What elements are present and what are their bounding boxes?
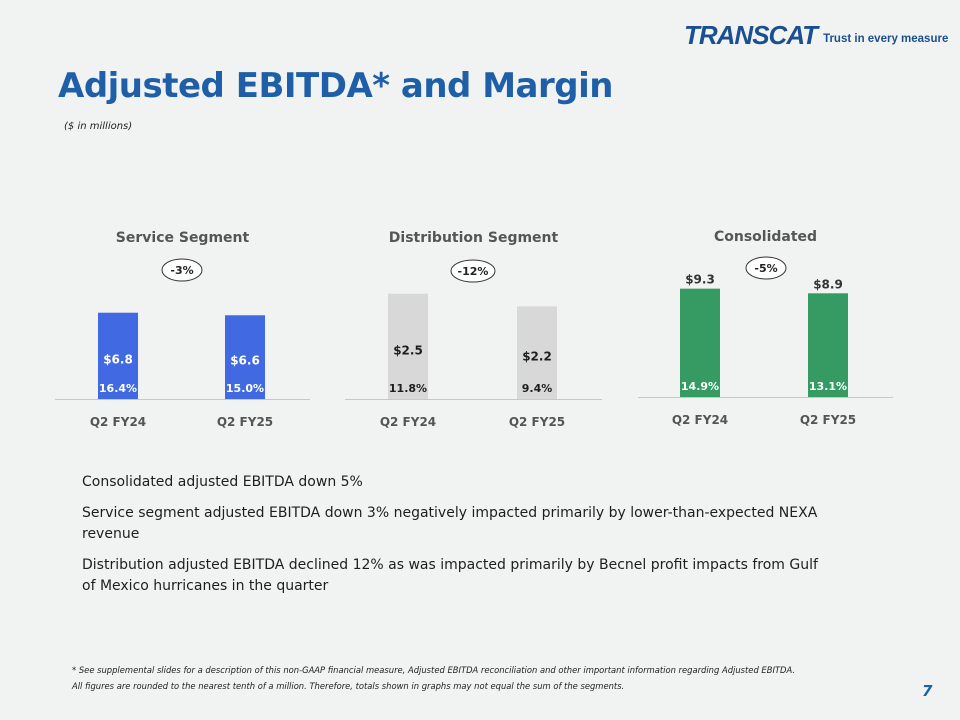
category-label: Q2 FY24 <box>90 415 146 429</box>
category-label: Q2 FY25 <box>509 415 565 429</box>
change-badge <box>745 256 787 280</box>
change-label: -3% <box>170 264 193 277</box>
bar <box>517 306 557 399</box>
change-badge <box>450 259 496 283</box>
bar-value-label: $6.6 <box>230 353 260 367</box>
bar <box>225 315 265 399</box>
bar-value-label: $9.3 <box>685 273 715 287</box>
chart-title: Distribution Segment <box>389 230 559 246</box>
bar-margin-label: 9.4% <box>522 382 553 395</box>
bar-margin-label: 15.0% <box>226 382 264 395</box>
bullet-item: Consolidated adjusted EBITDA down 5% <box>82 474 363 490</box>
bullet-list: Consolidated adjusted EBITDA down 5% Ser… <box>82 472 822 607</box>
bar-value-label: $8.9 <box>813 277 843 291</box>
change-badge <box>161 258 203 282</box>
bar-value-label: $2.2 <box>522 349 552 363</box>
category-label: Q2 FY25 <box>800 413 856 427</box>
chart-title: Consolidated <box>714 229 817 245</box>
bar-margin-label: 14.9% <box>681 380 719 393</box>
category-label: Q2 FY25 <box>217 415 273 429</box>
change-label: -12% <box>458 265 489 278</box>
bar-value-label: $2.5 <box>393 344 423 358</box>
bar <box>98 312 138 399</box>
transcat-logo: TRANSCAT Trust in every measure <box>684 20 948 51</box>
bar-margin-label: 11.8% <box>389 382 427 395</box>
page-subtitle: ($ in millions) <box>64 121 133 132</box>
bar <box>808 293 848 397</box>
bar-margin-label: 16.4% <box>99 382 137 395</box>
page-title: Adjusted EBITDA* and Margin <box>58 66 613 106</box>
bar-margin-label: 13.1% <box>809 380 847 393</box>
bullet-item: Distribution adjusted EBITDA declined 12… <box>82 557 818 594</box>
bar-value-label: $6.8 <box>103 352 133 366</box>
change-label: -5% <box>754 262 777 275</box>
chart-title: Service Segment <box>116 230 250 246</box>
footnote-line: All figures are rounded to the nearest t… <box>72 681 625 691</box>
bullet-item: Service segment adjusted EBITDA down 3% … <box>82 505 818 542</box>
logo-tagline: Trust in every measure <box>823 32 949 45</box>
category-label: Q2 FY24 <box>380 415 436 429</box>
footnote-line: * See supplemental slides for a descript… <box>72 665 796 675</box>
category-label: Q2 FY24 <box>672 413 728 427</box>
page-number: 7 <box>922 682 933 700</box>
bar <box>680 288 720 397</box>
footnote: * See supplemental slides for a descript… <box>72 662 932 694</box>
bar <box>388 293 428 399</box>
logo-wordmark: TRANSCAT <box>684 20 818 50</box>
